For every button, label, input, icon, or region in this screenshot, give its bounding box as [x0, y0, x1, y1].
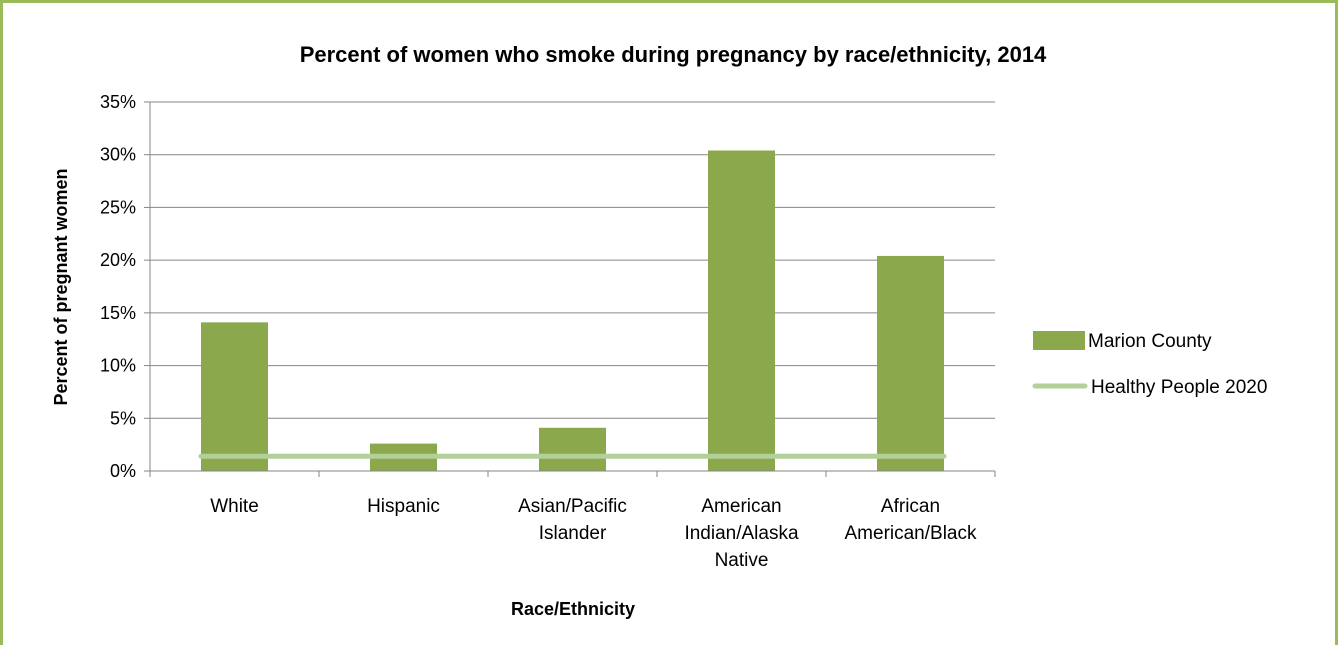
x-category-label-line: Hispanic: [367, 496, 440, 517]
x-category-label-line: African: [881, 496, 940, 517]
bar: [539, 427, 606, 471]
legend: Marion County Healthy People 2020: [1032, 331, 1267, 398]
y-tick-labels: 0% 5% 10% 15% 20% 25% 30% 35%: [100, 92, 136, 481]
y-tick-label: 10%: [100, 356, 136, 376]
legend-swatch-bar: [1033, 331, 1085, 350]
x-category-label-line: Native: [715, 550, 769, 571]
x-category-label: American Indian/Alaska Native: [684, 496, 799, 571]
x-category-label: Hispanic: [367, 496, 440, 517]
y-tick-label: 30%: [100, 145, 136, 165]
x-category-label-line: American/Black: [845, 523, 977, 544]
x-category-label: Asian/Pacific Islander: [518, 496, 627, 544]
x-category-label-line: Asian/Pacific: [518, 496, 627, 517]
x-category-label-line: Indian/Alaska: [684, 523, 799, 544]
bars: [201, 150, 944, 472]
y-tick-label: 5%: [110, 408, 136, 428]
grid-lines: [144, 101, 995, 472]
x-category-label: White: [210, 496, 259, 517]
y-tick-label: 25%: [100, 197, 136, 217]
y-axis-title: Percent of pregnant women: [51, 168, 71, 405]
y-tick-label: 20%: [100, 250, 136, 270]
axes: [149, 102, 996, 477]
chart-title: Percent of women who smoke during pregna…: [300, 42, 1047, 67]
x-axis-title: Race/Ethnicity: [511, 599, 635, 619]
bar: [201, 322, 268, 471]
x-category-label-line: American: [701, 496, 781, 517]
y-tick-label: 0%: [110, 461, 136, 481]
bar: [877, 255, 944, 471]
x-category-labels: White Hispanic Asian/Pacific Islander Americ…: [210, 496, 977, 571]
x-category-label-line: Islander: [539, 523, 607, 544]
y-tick-label: 35%: [100, 92, 136, 112]
x-category-label-line: White: [210, 496, 259, 517]
y-tick-label: 15%: [100, 303, 136, 323]
legend-label: Marion County: [1088, 331, 1212, 352]
x-category-label: African American/Black: [845, 496, 977, 544]
legend-label: Healthy People 2020: [1091, 377, 1267, 398]
bar: [708, 150, 775, 472]
chart-canvas: Percent of women who smoke during pregna…: [51, 42, 1267, 619]
